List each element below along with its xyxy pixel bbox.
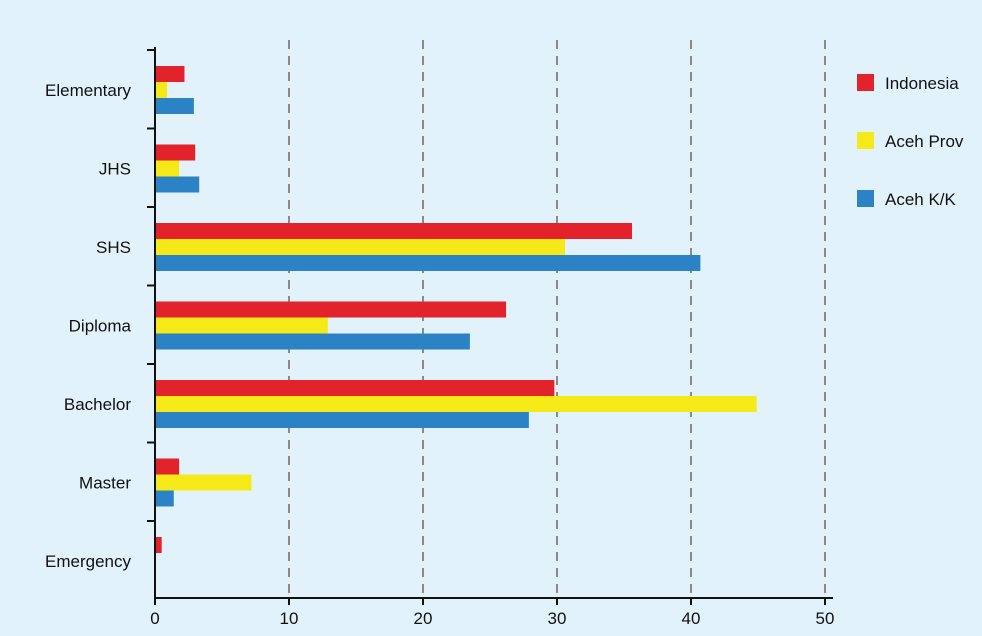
- grid-layer: [288, 40, 826, 598]
- bar: [155, 537, 162, 553]
- bar: [155, 333, 470, 350]
- category-label: SHS: [96, 238, 131, 257]
- legend: Indonesia Aceh Prov Aceh K/K: [857, 74, 964, 209]
- x-tick-label: 40: [682, 609, 701, 628]
- axis-layer: Elementary JHS SHS Diploma Bachelor Master Eme…: [45, 47, 834, 628]
- legend-label: Aceh K/K: [885, 190, 957, 209]
- legend-swatch: [857, 74, 874, 91]
- category-label: Master: [79, 474, 131, 493]
- bar: [155, 458, 180, 475]
- bar: [155, 301, 507, 318]
- x-tick-label: 20: [414, 609, 433, 628]
- bar: [155, 223, 633, 239]
- bar: [155, 160, 180, 177]
- bar: [155, 66, 185, 82]
- legend-swatch: [857, 190, 874, 207]
- category-label: JHS: [99, 160, 131, 179]
- x-tick-label: 30: [548, 609, 567, 628]
- category-label: Elementary: [45, 81, 131, 100]
- legend-label: Indonesia: [885, 74, 959, 93]
- bar: [155, 176, 200, 193]
- x-tick-label: 10: [280, 609, 299, 628]
- category-label: Emergency: [45, 552, 131, 571]
- category-label: Diploma: [69, 317, 132, 336]
- category-label: Bachelor: [64, 395, 131, 414]
- bar: [155, 144, 196, 161]
- x-tick-label: 0: [150, 609, 159, 628]
- bars-layer: [155, 66, 757, 553]
- legend-label: Aceh Prov: [885, 132, 964, 151]
- bar: [155, 239, 566, 255]
- bar: [155, 82, 168, 98]
- bar: [155, 412, 529, 428]
- bar: [155, 474, 252, 491]
- bar: [155, 98, 194, 114]
- bar: [155, 380, 555, 396]
- x-tick-label: 50: [816, 609, 835, 628]
- bar: [155, 490, 174, 507]
- bar: [155, 396, 757, 412]
- bar: [155, 255, 701, 271]
- legend-swatch: [857, 132, 874, 149]
- bar: [155, 317, 328, 334]
